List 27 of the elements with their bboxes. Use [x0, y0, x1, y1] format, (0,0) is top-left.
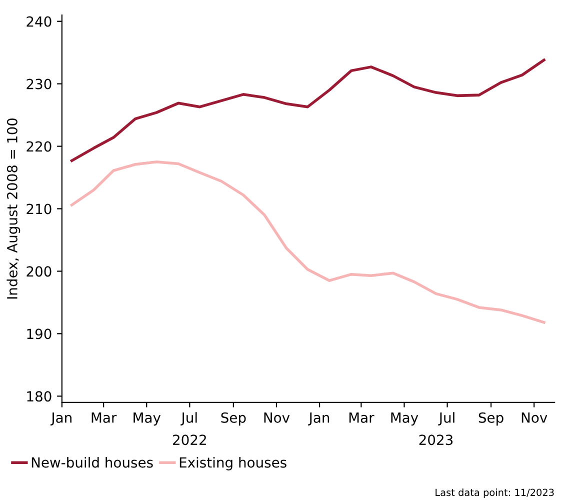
x-tick-label: Nov	[264, 412, 290, 423]
x-tick-label: Jul	[438, 412, 454, 426]
y-tick-label: 180	[27, 391, 52, 402]
line-series	[70, 58, 546, 162]
x-tick-label: Mar	[92, 412, 117, 423]
x-tick-label: Jan	[50, 412, 72, 426]
y-tick-label: 190	[27, 328, 52, 340]
x2-tick-label: 2023	[419, 434, 453, 446]
legend-label: Existing houses	[180, 456, 286, 470]
x-tick-label: Sep	[221, 412, 246, 426]
x-tick-label: May	[134, 412, 161, 426]
line-series	[70, 160, 546, 324]
x-tick-label: Nov	[522, 412, 548, 423]
x-tick-label: Jan	[308, 412, 330, 426]
y-tick-label: 200	[26, 266, 52, 277]
x2-tick-label: 2022	[173, 434, 206, 446]
x-tick-label: Mar	[349, 412, 374, 423]
legend-label: New-build houses	[32, 456, 153, 468]
y-tick-label: 220	[26, 141, 52, 152]
x-tick-label: May	[391, 412, 418, 426]
y-tick-label: 210	[26, 204, 52, 214]
y-axis-title: Index, August 2008 = 100	[6, 118, 20, 299]
text: Last data point: 11/2023	[436, 488, 554, 498]
y-tick-label: 240	[26, 16, 52, 27]
x-tick-label: Sep	[478, 412, 504, 426]
y-tick-label: 230	[26, 78, 52, 90]
x-tick-label: Jul	[180, 412, 197, 426]
